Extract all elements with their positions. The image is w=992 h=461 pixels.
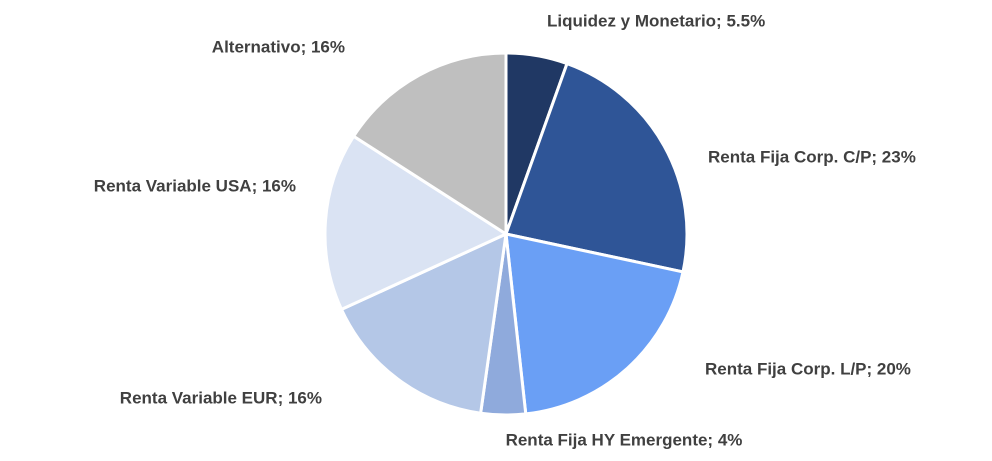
pie-slice	[339, 231, 508, 415]
data-label: Renta Fija Corp. L/P; 20%	[705, 359, 911, 378]
data-label: Renta Fija HY Emergente; 4%	[506, 430, 743, 449]
pie-slice	[504, 61, 689, 274]
data-label: Renta Fija Corp. C/P; 23%	[708, 147, 916, 166]
data-label: Renta Variable USA; 16%	[94, 176, 296, 195]
data-label: Liquidez y Monetario; 5.5%	[547, 11, 765, 30]
data-label: Renta Variable EUR; 16%	[120, 388, 322, 407]
pie-slice	[351, 51, 508, 237]
pie-slice	[323, 134, 510, 312]
data-label: Alternativo; 16%	[212, 37, 345, 56]
pie-slice	[504, 232, 685, 416]
